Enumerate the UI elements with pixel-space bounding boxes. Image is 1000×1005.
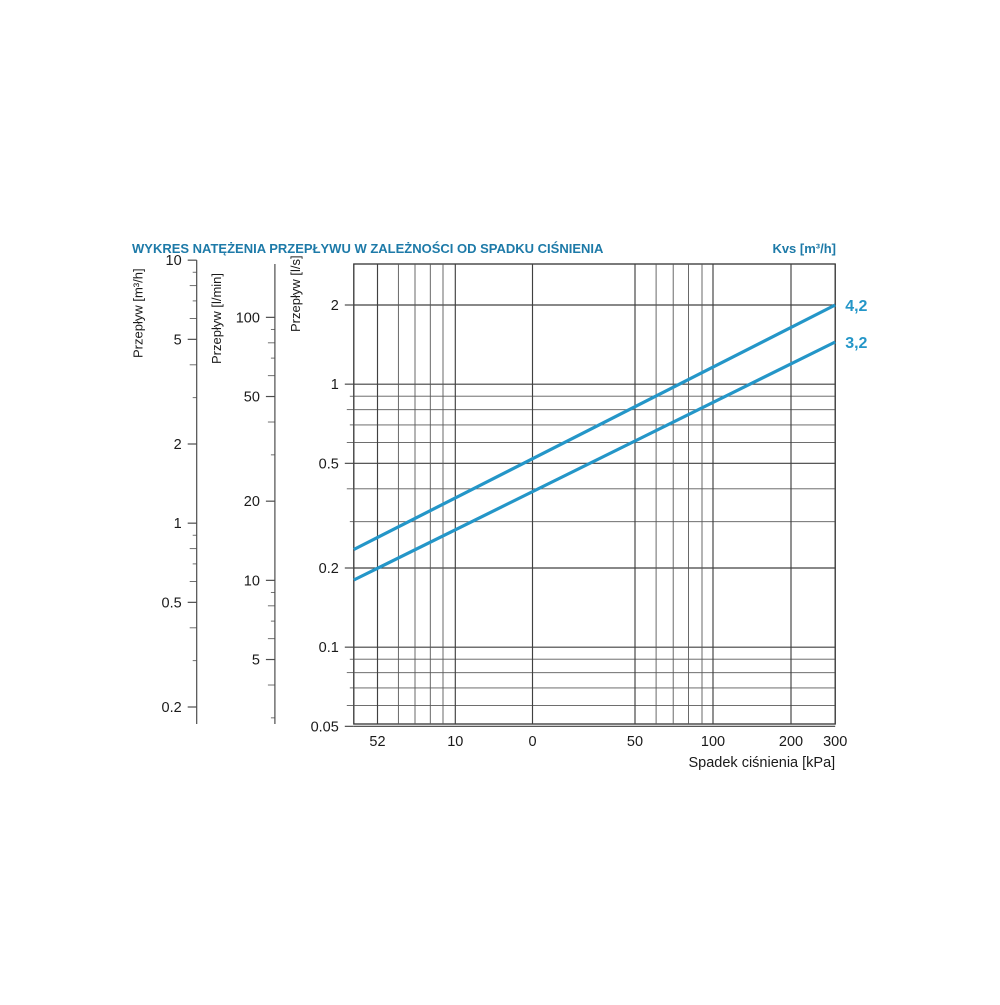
svg-text:50: 50 <box>244 390 260 406</box>
svg-text:5: 5 <box>174 332 182 348</box>
svg-text:4,2: 4,2 <box>845 298 867 315</box>
svg-text:1: 1 <box>331 377 339 393</box>
svg-text:0.5: 0.5 <box>162 595 182 611</box>
svg-text:300: 300 <box>823 734 847 750</box>
svg-text:0.1: 0.1 <box>319 640 339 656</box>
svg-text:100: 100 <box>701 734 725 750</box>
svg-text:0.05: 0.05 <box>311 719 339 735</box>
svg-text:5: 5 <box>252 653 260 669</box>
svg-text:10: 10 <box>447 734 463 750</box>
svg-text:3,2: 3,2 <box>845 335 867 352</box>
svg-text:100: 100 <box>236 310 260 326</box>
svg-text:50: 50 <box>627 734 643 750</box>
svg-text:200: 200 <box>779 734 803 750</box>
svg-text:0.2: 0.2 <box>319 561 339 577</box>
svg-text:52: 52 <box>369 734 385 750</box>
svg-text:10: 10 <box>166 253 182 269</box>
svg-text:2: 2 <box>331 298 339 314</box>
svg-text:Spadek ciśnienia [kPa]: Spadek ciśnienia [kPa] <box>688 755 835 771</box>
svg-text:2: 2 <box>174 437 182 453</box>
svg-text:0.2: 0.2 <box>162 700 182 716</box>
svg-text:Kvs [m³/h]: Kvs [m³/h] <box>772 241 836 256</box>
svg-text:1: 1 <box>174 516 182 532</box>
svg-text:0: 0 <box>528 734 536 750</box>
svg-text:Przepływ [m³/h]: Przepływ [m³/h] <box>131 268 146 358</box>
svg-text:WYKRES NATĘŻENIA PRZEPŁYWU W Z: WYKRES NATĘŻENIA PRZEPŁYWU W ZALEŻNOŚCI … <box>132 241 604 256</box>
svg-text:0.5: 0.5 <box>319 456 339 472</box>
svg-text:Przepływ [l/min]: Przepływ [l/min] <box>209 273 224 364</box>
svg-text:20: 20 <box>244 494 260 510</box>
svg-text:Przepływ [l/s]: Przepływ [l/s] <box>288 255 303 332</box>
svg-text:10: 10 <box>244 573 260 589</box>
